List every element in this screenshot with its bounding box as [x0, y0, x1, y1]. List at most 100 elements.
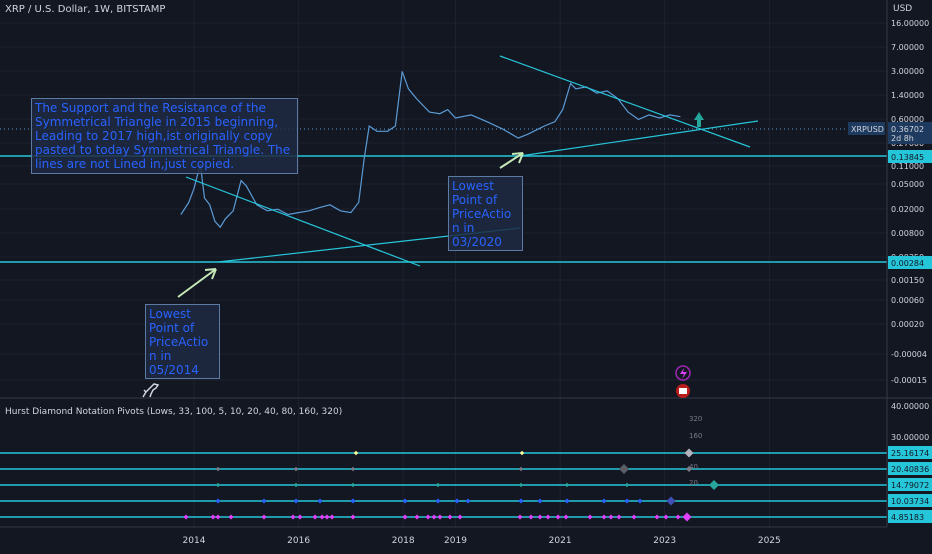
- pivot-diamond: [564, 482, 570, 488]
- y-tick-label: 3.00000: [891, 67, 924, 76]
- pivot-diamond: [624, 482, 630, 488]
- price-tag-symbol-text: XRPUSD: [851, 125, 884, 134]
- pivot-diamond: [329, 514, 335, 520]
- pivot-diamond-large: [709, 480, 719, 490]
- y-tick-label: -0.00015: [891, 376, 927, 385]
- indicator-level-tag: [888, 478, 932, 491]
- cycle-label: 320: [689, 415, 702, 423]
- pivot-diamond: [454, 498, 460, 504]
- trendline: [519, 120, 759, 157]
- indicator-level-value: 4.85183: [891, 513, 924, 522]
- y-tick-label: 0.05000: [891, 180, 924, 189]
- x-tick-label: 2025: [758, 536, 781, 546]
- x-tick-label: 2018: [392, 536, 415, 546]
- pivot-diamond: [528, 514, 534, 520]
- pivot-diamond: [555, 514, 561, 520]
- pivot-diamond: [686, 466, 692, 472]
- pivot-diamond: [293, 466, 299, 472]
- y-tick-label: 7.00000: [891, 43, 924, 52]
- pivot-diamond: [537, 514, 543, 520]
- chart-title: XRP / U.S. Dollar, 1W, BITSTAMP: [5, 4, 166, 15]
- pivot-diamond: [431, 514, 437, 520]
- pivot-diamond: [518, 482, 524, 488]
- y-tick-label: 0.60000: [891, 115, 924, 124]
- pivot-diamond: [350, 482, 356, 488]
- pivot-diamond: [293, 482, 299, 488]
- pivot-diamond: [215, 482, 221, 488]
- indicator-level-value: 20.40836: [891, 465, 929, 474]
- axis-unit: USD: [893, 4, 913, 14]
- up-arrow-icon: [694, 112, 704, 127]
- price-tag-value: 0.36702: [891, 125, 924, 134]
- pivot-diamond: [210, 514, 216, 520]
- pivot-diamond: [425, 514, 431, 520]
- ind-y-tick-label: 30.00000: [891, 433, 929, 442]
- pivot-diamond: [215, 514, 221, 520]
- pivot-diamond: [183, 514, 189, 520]
- triangle-note[interactable]: The Support and the Resistance of the Sy…: [31, 98, 298, 174]
- arrow-pointer: [177, 268, 217, 298]
- pivot-diamond: [624, 498, 630, 504]
- trendlines: [177, 55, 759, 298]
- x-tick-label: 2019: [444, 536, 467, 546]
- price-tag-value: 0.00284: [891, 259, 924, 268]
- indicator-level-value: 14.79072: [891, 481, 929, 490]
- pivot-diamond: [518, 498, 524, 504]
- trendline: [499, 55, 751, 148]
- indicator-level-value: 25.16174: [891, 449, 929, 458]
- pivot-diamond: [631, 514, 637, 520]
- indicator-level-value: 10.03734: [891, 497, 929, 506]
- indicator-level-tag: [888, 494, 932, 507]
- pivot-diamond: [319, 514, 325, 520]
- trendline: [185, 176, 421, 267]
- x-tick-label: 2023: [653, 536, 676, 546]
- pivot-diamond: [457, 514, 463, 520]
- pivot-diamond-large: [619, 464, 629, 474]
- x-tick-label: 2021: [549, 536, 572, 546]
- price-tag: [888, 256, 932, 269]
- indicator-level-tag: [888, 510, 932, 523]
- indicator-levels: [0, 452, 887, 518]
- pivot-diamond: [312, 514, 318, 520]
- pivot-diamond: [545, 514, 551, 520]
- price-tag: [888, 150, 932, 163]
- low-2020-note[interactable]: Lowest Point of PriceActio n in 03/2020: [448, 176, 523, 251]
- time-axis: 2014 2016 2018 2019 2021 2023 2025: [183, 536, 781, 546]
- pivot-diamond: [435, 498, 441, 504]
- pivot-diamond: [215, 498, 221, 504]
- low-2014-note[interactable]: Lowest Point of PriceActio n in 05/2014: [145, 304, 220, 379]
- indicator-level-tag: [888, 446, 932, 459]
- pivot-diamond: [601, 498, 607, 504]
- calendar-icon-page: [679, 388, 687, 394]
- ind-y-tick-label: 40.00000: [891, 402, 929, 411]
- pivot-diamond: [414, 514, 420, 520]
- pivot-diamond: [447, 514, 453, 520]
- price-axis: 16.000007.000003.000001.400000.600000.27…: [0, 0, 932, 528]
- pivot-diamonds: [183, 448, 719, 522]
- y-tick-label: 0.11000: [891, 162, 924, 171]
- indicator-level-tag: [888, 462, 932, 475]
- pivot-diamond-large: [684, 448, 694, 458]
- y-tick-label: 1.40000: [891, 91, 924, 100]
- pivot-diamond-large: [682, 512, 692, 522]
- pivot-diamond: [261, 514, 267, 520]
- pivot-diamond: [353, 450, 359, 456]
- pivot-diamond: [435, 482, 441, 488]
- pivot-diamond: [564, 498, 570, 504]
- y-tick-label: 0.00800: [891, 229, 924, 238]
- x-tick-label: 2016: [287, 536, 310, 546]
- arrow-pointer: [499, 152, 524, 169]
- pivot-diamond: [465, 498, 471, 504]
- indicator-title[interactable]: Hurst Diamond Notation Pivots (Lows, 33,…: [5, 407, 343, 417]
- grid: [0, 0, 887, 527]
- pivot-diamond: [228, 514, 234, 520]
- pivot-diamond: [293, 498, 299, 504]
- pivot-diamond: [402, 514, 408, 520]
- pivot-diamond: [317, 498, 323, 504]
- pivot-diamond: [350, 514, 356, 520]
- dino-icon: [142, 383, 160, 398]
- y-tick-label: 0.00060: [891, 296, 924, 305]
- pivot-diamond: [402, 498, 408, 504]
- pivot-diamond: [608, 514, 614, 520]
